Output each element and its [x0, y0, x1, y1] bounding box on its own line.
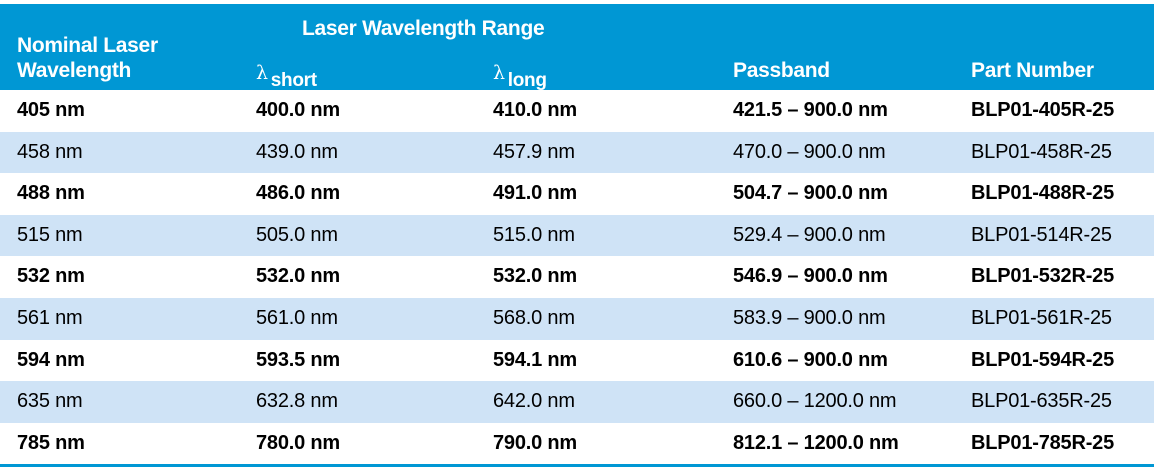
- nominal-cell: 488 nm: [17, 182, 85, 205]
- passband-cell: 470.0 – 900.0 nm: [733, 140, 886, 163]
- short-cell: 561.0 nm: [256, 306, 338, 329]
- header-wavelength-range: Laser Wavelength Range: [302, 17, 545, 40]
- short-cell: 593.5 nm: [256, 348, 341, 371]
- long-cell: 515.0 nm: [493, 223, 575, 246]
- header-nominal-line2: Wavelength: [17, 59, 132, 82]
- part-number-cell: BLP01-785R-25: [971, 431, 1115, 454]
- long-cell: 568.0 nm: [493, 306, 575, 329]
- part-number-cell: BLP01-405R-25: [971, 99, 1115, 121]
- header-passband: Passband: [733, 59, 830, 82]
- lambda-symbol: λ: [493, 62, 505, 84]
- table-row: 532 nm 532.0 nm 532.0 nm 546.9 – 900.0 n…: [0, 256, 1154, 298]
- table-row: 635 nm 632.8 nm 642.0 nm 660.0 – 1200.0 …: [0, 381, 1154, 423]
- lambda-symbol: λ: [256, 62, 268, 84]
- passband-cell: 546.9 – 900.0 nm: [733, 265, 888, 288]
- part-number-cell: BLP01-561R-25: [971, 306, 1112, 329]
- header-lambda-long: λ long: [493, 61, 547, 91]
- short-cell: 486.0 nm: [256, 182, 341, 205]
- short-cell: 505.0 nm: [256, 223, 338, 246]
- passband-cell: 610.6 – 900.0 nm: [733, 348, 888, 371]
- long-cell: 457.9 nm: [493, 140, 575, 163]
- header-part-number: Part Number: [971, 59, 1094, 82]
- table-row: 594 nm 593.5 nm 594.1 nm 610.6 – 900.0 n…: [0, 339, 1154, 382]
- nominal-cell: 561 nm: [17, 306, 83, 329]
- long-cell: 410.0 nm: [493, 99, 578, 121]
- table-row: 785 nm 780.0 nm 790.0 nm 812.1 – 1200.0 …: [0, 422, 1154, 465]
- passband-cell: 504.7 – 900.0 nm: [733, 182, 888, 205]
- nominal-cell: 532 nm: [17, 265, 85, 288]
- passband-cell: 812.1 – 1200.0 nm: [733, 431, 899, 454]
- short-subscript: short: [270, 70, 317, 91]
- table-row: 515 nm 505.0 nm 515.0 nm 529.4 – 900.0 n…: [0, 214, 1154, 257]
- passband-cell: 421.5 – 900.0 nm: [733, 99, 888, 121]
- table-header: Nominal Laser Wavelength Laser Wavelengt…: [0, 4, 1154, 91]
- table-row: 561 nm 561.0 nm 568.0 nm 583.9 – 900.0 n…: [0, 297, 1154, 340]
- nominal-cell: 785 nm: [17, 431, 85, 454]
- passband-cell: 583.9 – 900.0 nm: [733, 306, 886, 329]
- nominal-cell: 405 nm: [17, 99, 85, 121]
- table-body: 405 nm 400.0 nm 410.0 nm 421.5 – 900.0 n…: [0, 90, 1154, 465]
- header-nominal-line1: Nominal Laser: [17, 34, 158, 57]
- short-cell: 632.8 nm: [256, 390, 338, 413]
- table-row: 458 nm 439.0 nm 457.9 nm 470.0 – 900.0 n…: [0, 131, 1154, 174]
- short-cell: 439.0 nm: [256, 140, 338, 163]
- nominal-cell: 635 nm: [17, 390, 83, 413]
- nominal-cell: 594 nm: [17, 348, 85, 371]
- nominal-cell: 515 nm: [17, 223, 83, 246]
- short-cell: 532.0 nm: [256, 265, 341, 288]
- part-number-cell: BLP01-635R-25: [971, 390, 1112, 413]
- long-cell: 491.0 nm: [493, 182, 578, 205]
- part-number-cell: BLP01-458R-25: [971, 140, 1112, 163]
- passband-cell: 529.4 – 900.0 nm: [733, 223, 886, 246]
- long-cell: 790.0 nm: [493, 431, 578, 454]
- long-cell: 642.0 nm: [493, 390, 575, 413]
- long-cell: 594.1 nm: [493, 348, 578, 371]
- short-cell: 400.0 nm: [256, 99, 341, 121]
- long-subscript: long: [507, 70, 547, 91]
- short-cell: 780.0 nm: [256, 431, 341, 454]
- part-number-cell: BLP01-514R-25: [971, 223, 1112, 246]
- part-number-cell: BLP01-594R-25: [971, 348, 1115, 371]
- passband-cell: 660.0 – 1200.0 nm: [733, 390, 897, 413]
- part-number-cell: BLP01-488R-25: [971, 182, 1115, 205]
- part-number-cell: BLP01-532R-25: [971, 265, 1115, 288]
- bottom-rule: [0, 464, 1154, 467]
- table-row: 405 nm 400.0 nm 410.0 nm 421.5 – 900.0 n…: [0, 90, 1154, 132]
- header-lambda-short: λ short: [256, 61, 317, 91]
- table-row: 488 nm 486.0 nm 491.0 nm 504.7 – 900.0 n…: [0, 173, 1154, 215]
- nominal-cell: 458 nm: [17, 140, 83, 163]
- long-cell: 532.0 nm: [493, 265, 578, 288]
